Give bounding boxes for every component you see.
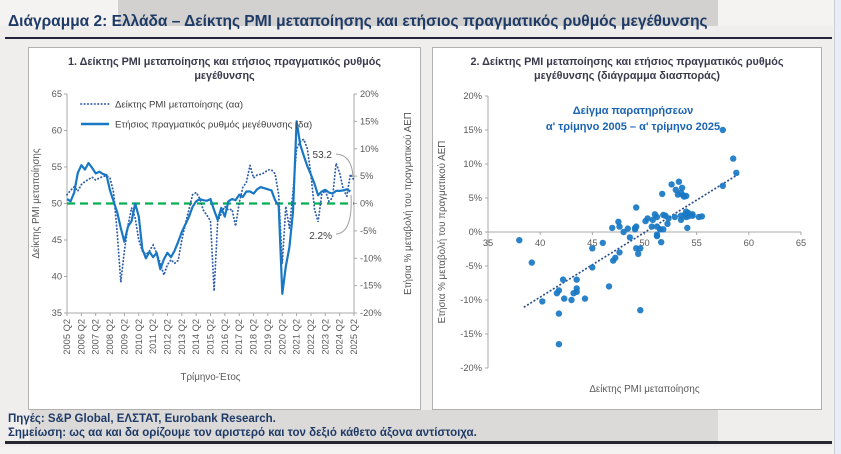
svg-text:60: 60 [744,238,754,248]
figure-title: Διάγραμμα 2: Ελλάδα – Δείκτης PMI μεταπο… [8,13,708,30]
svg-text:-20%: -20% [460,363,482,373]
svg-text:2014 Q2: 2014 Q2 [191,319,201,355]
svg-text:40: 40 [535,238,545,248]
line-chart-legend: Δείκτης PMI μεταποίησης (αα) Ετήσιος πραγ… [80,100,312,131]
svg-text:2009 Q2: 2009 Q2 [119,319,129,355]
right-margin-band [834,0,841,454]
bottom-rule [5,441,832,444]
svg-text:60: 60 [52,126,62,136]
gdp-series-line [66,120,351,295]
line-chart-axes: 65 60 55 50 45 40 35 20% 15% 10% 5% 0% -5% -10% -15% -2… [52,89,382,355]
svg-text:65: 65 [52,89,62,99]
svg-text:2019 Q2: 2019 Q2 [263,319,273,355]
svg-text:2023 Q2: 2023 Q2 [320,319,330,355]
svg-text:40: 40 [52,272,62,282]
svg-text:0%: 0% [469,227,482,237]
svg-text:Δείκτης PMI μεταποίησης (αα): Δείκτης PMI μεταποίησης (αα) [115,100,243,111]
svg-text:2024 Q2: 2024 Q2 [335,319,345,355]
svg-text:-20%: -20% [360,308,382,318]
svg-text:0%: 0% [360,199,373,209]
svg-text:2015 Q2: 2015 Q2 [206,319,216,355]
svg-text:55: 55 [52,162,62,172]
line-chart-title: 1. Δείκτης PMI μεταποίησης και ετήσιος π… [68,56,381,83]
svg-text:Δείγμα παρατηρήσεων: Δείγμα παρατηρήσεων [573,105,694,117]
sources-line: Πηγές: S&P Global, ΕΛΣΤΑΤ, Eurobank Rese… [8,413,276,425]
svg-text:55: 55 [691,238,701,248]
svg-text:45: 45 [587,238,597,248]
svg-text:-5%: -5% [465,261,482,271]
svg-text:5%: 5% [469,193,482,203]
svg-text:Δείκτης PMI μεταποίησης: Δείκτης PMI μεταποίησης [589,384,699,395]
svg-text:53.2: 53.2 [313,150,333,161]
svg-text:-5%: -5% [360,226,377,236]
svg-text:2.2%: 2.2% [309,231,332,242]
scatter-points [516,126,740,348]
note-line: Σημείωση: ως αα και δα ορίζουμε τον αρισ… [8,427,477,439]
svg-text:10%: 10% [463,159,482,169]
title-underline [5,37,832,39]
svg-text:Δείκτης PMI μεταποίησης: Δείκτης PMI μεταποίησης [31,148,42,258]
svg-text:2005 Q2: 2005 Q2 [62,319,72,355]
svg-text:35: 35 [483,238,493,248]
svg-text:20%: 20% [463,91,482,101]
line-chart: 65 60 55 50 45 40 35 20% 15% 10% 5% 0% -5% -10% -15% -2… [31,89,414,383]
svg-text:20%: 20% [360,89,379,99]
svg-text:2010 Q2: 2010 Q2 [134,319,144,355]
svg-text:10%: 10% [360,144,379,154]
svg-text:2021 Q2: 2021 Q2 [292,319,302,355]
svg-text:Ετήσια % μεταβολή του πραγματι: Ετήσια % μεταβολή του πραγματικού ΑΕΠ [403,112,414,295]
svg-text:5%: 5% [360,171,373,181]
top-gray-strip [118,0,718,26]
svg-text:Τρίμηνο-Έτος: Τρίμηνο-Έτος [180,372,240,383]
svg-text:15%: 15% [360,116,379,126]
svg-text:15%: 15% [463,125,482,135]
scatter-chart-title: 2. Δείκτης PMI μεταποίησης και ετήσιος π… [470,56,784,83]
svg-text:-15%: -15% [460,329,482,339]
svg-text:35: 35 [52,308,62,318]
svg-text:2017 Q2: 2017 Q2 [234,319,244,355]
scatter-axes: 20% 15% 10% 5% 0% -5% -10% -15% -20% 35 40 45 50 55 60… [460,91,806,373]
footer-gray-band [30,410,718,441]
line-chart-panel: 1. Δείκτης PMI μεταποίησης και ετήσιος π… [28,47,421,410]
svg-text:2013 Q2: 2013 Q2 [177,319,187,355]
scatter-sample-note: Δείγμα παρατηρήσεων α' τρίμηνο 2005 – α' … [546,105,720,133]
pmi-series-line [66,138,355,292]
svg-text:2011 Q2: 2011 Q2 [148,319,158,354]
line-chart-annotations: 53.2 2.2% [309,150,354,242]
svg-text:Ετήσια % μεταβολή του πραγματι: Ετήσια % μεταβολή του πραγματικού ΑΕΠ [437,141,448,324]
svg-text:2007 Q2: 2007 Q2 [91,319,101,355]
svg-text:2018 Q2: 2018 Q2 [249,319,259,355]
svg-text:65: 65 [796,238,806,248]
figure-footer: Πηγές: S&P Global, ΕΛΣΤΑΤ, Eurobank Rese… [8,412,477,440]
svg-text:45: 45 [52,235,62,245]
svg-text:2020 Q2: 2020 Q2 [277,319,287,355]
svg-text:-10%: -10% [460,295,482,305]
svg-text:2012 Q2: 2012 Q2 [162,319,172,355]
svg-text:2008 Q2: 2008 Q2 [105,319,115,355]
svg-text:2025 Q2: 2025 Q2 [349,319,359,355]
svg-text:α' τρίμηνο 2005 – α' τρίμηνο 2: α' τρίμηνο 2005 – α' τρίμηνο 2025 [546,121,720,133]
svg-text:2016 Q2: 2016 Q2 [220,319,230,355]
svg-text:50: 50 [52,199,62,209]
scatter-chart: 20% 15% 10% 5% 0% -5% -10% -15% -20% 35 40 45 50 55 60… [437,91,806,395]
svg-text:-10%: -10% [360,253,382,263]
svg-text:-15%: -15% [360,281,382,291]
svg-text:2022 Q2: 2022 Q2 [306,319,316,355]
trend-line [523,173,740,308]
scatter-chart-panel: 2. Δείκτης PMI μεταποίησης και ετήσιος π… [432,47,822,410]
svg-text:Ετήσιος πραγματικός ρυθμός μεγ: Ετήσιος πραγματικός ρυθμός μεγέθυνσης (δ… [115,120,312,131]
svg-text:50: 50 [639,238,649,248]
svg-text:2006 Q2: 2006 Q2 [76,319,86,355]
